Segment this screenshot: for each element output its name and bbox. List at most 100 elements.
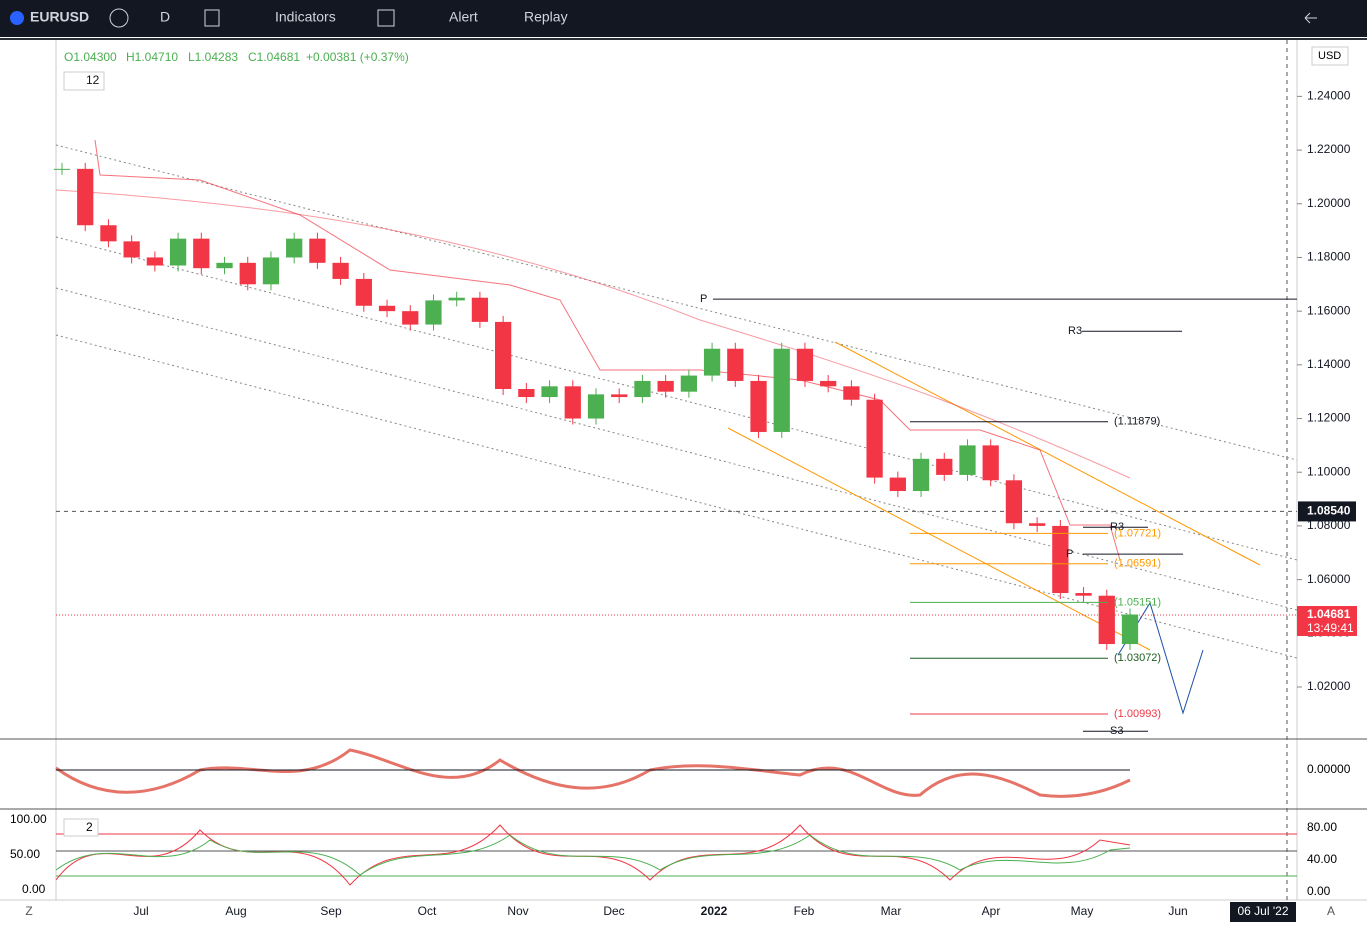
candle-body [495,321,512,389]
candle-body [1005,480,1023,524]
candle-body [123,241,140,258]
level-label: (1.06591) [1114,558,1161,570]
pane-toggle[interactable] [63,818,99,837]
interval[interactable]: D [160,9,170,25]
candle-body [448,297,465,301]
price-tick-label: 1.18000 [1307,250,1351,264]
toolbar-bg [0,0,1367,37]
price-tick-label: 1.22000 [1307,142,1351,156]
candle-body [1098,595,1115,645]
candle-body [378,305,396,312]
legend: O1.04300 H1.04710 L1.04283 C1.04681 +0.0… [63,50,409,91]
time-label: Jul [133,904,148,918]
candle-body [471,297,489,322]
level-label: R3 [1068,325,1082,337]
candle-body [77,168,94,226]
candle-body [1075,593,1092,596]
candle-body [169,238,187,266]
time-label: Aug [225,904,246,918]
candle-body [866,399,883,478]
pane-tick: 0.00000 [1307,762,1351,776]
last-price-bg [1297,606,1357,637]
time-label: Sep [320,904,342,918]
pane-tick-right: 0.00 [1307,884,1331,898]
time-label: Dec [603,904,624,918]
undo[interactable] [1304,12,1317,24]
level-label: (1.11879) [1114,416,1160,428]
price-tick-label: 1.14000 [1307,357,1351,371]
price-tick-label: 1.06000 [1307,572,1351,586]
price-tick-label: 1.02000 [1307,679,1351,693]
candle-body [727,348,744,381]
candle-body [843,386,860,400]
candle-body [309,238,326,263]
indicator-toggle[interactable] [63,71,105,91]
candle-body [657,380,674,392]
price-tick-label: 1.16000 [1307,303,1351,317]
candle-body [1029,523,1046,526]
candle-body [889,477,906,492]
moving-average [55,189,1131,479]
price-tick-label: 1.08000 [1307,518,1351,532]
price-tick-label: 1.12000 [1307,411,1351,425]
legend-change: +0.00381 (+0.37%) [306,50,409,64]
candle-body [402,311,419,325]
candle-body [564,386,581,419]
oscillator [55,748,1131,798]
countdown: 13:49:41 [1307,621,1354,635]
pane-tick-right: 80.00 [1307,820,1337,834]
add-symbol[interactable] [109,8,129,28]
indicator-count: 12 [86,73,100,87]
level-label: S3 [1110,725,1123,737]
candle-body [587,394,605,419]
last-price-label: 1.04681 [1307,607,1351,621]
candle-body [750,380,767,432]
divider [0,38,1367,40]
candle-body [193,238,210,269]
candle-body [634,380,651,398]
candle-body [425,300,442,325]
candle-body [146,257,163,266]
price-tick-label: 1.20000 [1307,196,1351,210]
candle-body [216,262,233,269]
toolbar: EURUSD D Indicators Alert Replay [0,0,1367,37]
candle-body [820,380,837,387]
candle-body [611,394,628,398]
candle-body [332,262,349,279]
alert-button[interactable]: Alert [449,9,478,25]
price-tick-label: 1.10000 [1307,464,1351,478]
time-label: May [1071,904,1094,918]
zoom-button[interactable]: Z [25,904,32,918]
price-tick-label: 1.24000 [1307,89,1351,103]
cursor-date-bg [1230,902,1296,922]
cursor-date: 06 Jul '22 [1238,904,1289,918]
candle-body [982,445,999,481]
legend-close: C1.04681 [248,50,300,64]
replay-button[interactable]: Replay [524,9,568,25]
symbol[interactable]: EURUSD [30,9,89,25]
auto-button[interactable]: A [1327,904,1335,918]
level-label: P [700,293,707,305]
symbol-icon [10,11,24,25]
layouts[interactable] [377,9,395,27]
candle-body [286,238,303,258]
time-label: Jun [1168,904,1187,918]
trailing-stop [94,139,1121,561]
time-label: Apr [982,904,1001,918]
candle-body [680,375,697,392]
legend-high: H1.04710 [126,50,178,64]
crosshair-label-bg [1298,501,1356,522]
chart-type[interactable] [204,9,220,27]
candle-body [959,445,976,475]
time-label: Feb [794,904,815,918]
currency-button[interactable] [1311,46,1349,66]
candle-body [355,278,372,306]
stoch-d [55,834,1131,876]
indicators-button[interactable]: Indicators [275,9,336,25]
candle-body [796,348,814,381]
legend-open: O1.04300 [64,50,117,64]
currency: USD [1318,50,1341,62]
pane-tick-left: 50.00 [10,847,40,861]
candle-body [773,348,790,432]
